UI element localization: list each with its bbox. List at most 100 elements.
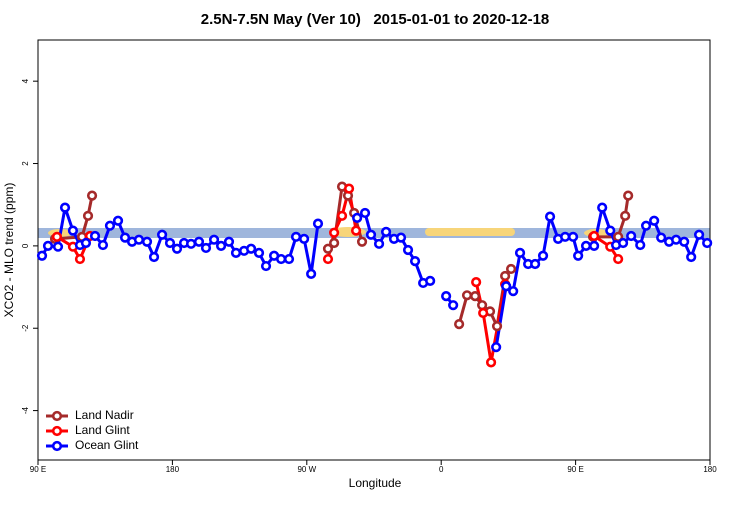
point bbox=[86, 190, 98, 201]
point bbox=[82, 210, 94, 221]
y-tick-label: 4 bbox=[21, 78, 30, 83]
point bbox=[573, 250, 584, 261]
point bbox=[42, 240, 54, 251]
point bbox=[52, 241, 64, 252]
point bbox=[119, 232, 131, 243]
point bbox=[491, 321, 503, 332]
point bbox=[193, 236, 205, 247]
point bbox=[380, 226, 392, 237]
point bbox=[478, 307, 489, 319]
point bbox=[635, 239, 646, 251]
point bbox=[626, 230, 637, 242]
legend-swatch-marker bbox=[51, 440, 63, 452]
y-axis-label: XCO2 - MLO trend (ppm) bbox=[2, 183, 16, 318]
point bbox=[508, 286, 519, 297]
point bbox=[329, 237, 340, 249]
x-tick-label: 90 W bbox=[297, 465, 316, 474]
legend-label: Land Nadir bbox=[75, 408, 134, 422]
point bbox=[36, 250, 48, 261]
point bbox=[359, 207, 371, 219]
x-axis-label: Longitude bbox=[349, 476, 402, 490]
point bbox=[501, 281, 512, 292]
point bbox=[59, 202, 71, 213]
point bbox=[156, 229, 168, 240]
point bbox=[208, 234, 220, 245]
point bbox=[51, 231, 63, 242]
point bbox=[67, 225, 79, 236]
point bbox=[580, 240, 592, 251]
point bbox=[441, 291, 452, 302]
point bbox=[306, 268, 317, 279]
point bbox=[620, 210, 631, 221]
point bbox=[223, 236, 235, 247]
point bbox=[613, 253, 624, 265]
point bbox=[597, 202, 608, 213]
point bbox=[171, 243, 183, 254]
point bbox=[544, 211, 556, 222]
point bbox=[679, 236, 690, 247]
point bbox=[530, 258, 541, 270]
point bbox=[80, 237, 92, 249]
point bbox=[409, 256, 421, 267]
point bbox=[623, 190, 634, 201]
y-tick-label: 0 bbox=[21, 243, 30, 248]
point bbox=[395, 232, 407, 243]
point bbox=[148, 251, 160, 263]
point bbox=[253, 247, 265, 258]
point bbox=[477, 300, 488, 311]
point bbox=[290, 231, 302, 242]
point bbox=[200, 242, 212, 254]
point bbox=[141, 236, 153, 247]
point bbox=[352, 212, 363, 223]
point bbox=[560, 231, 571, 242]
point bbox=[133, 234, 145, 245]
point bbox=[112, 215, 124, 226]
point bbox=[425, 275, 436, 286]
point bbox=[448, 300, 459, 311]
y-tick-label: -4 bbox=[21, 406, 30, 414]
point bbox=[485, 357, 497, 368]
legend-swatch-marker bbox=[51, 410, 63, 422]
x-tick-label: 0 bbox=[439, 465, 444, 474]
point bbox=[283, 253, 295, 265]
y-tick-label: -2 bbox=[21, 324, 30, 332]
point bbox=[185, 238, 197, 249]
point bbox=[215, 240, 227, 251]
point bbox=[514, 247, 526, 258]
point bbox=[230, 247, 242, 258]
point bbox=[329, 227, 340, 238]
point bbox=[260, 260, 272, 272]
x-tick-label: 180 bbox=[166, 465, 180, 474]
point bbox=[693, 229, 705, 240]
point bbox=[276, 253, 287, 265]
point bbox=[469, 291, 481, 302]
point bbox=[589, 240, 600, 251]
point bbox=[402, 244, 414, 256]
point bbox=[500, 270, 511, 282]
y-tick-label: 2 bbox=[21, 161, 30, 166]
x-tick-label: 90 E bbox=[30, 465, 46, 474]
point bbox=[97, 239, 109, 251]
point bbox=[454, 319, 465, 330]
point bbox=[471, 277, 482, 288]
point bbox=[356, 236, 368, 247]
point bbox=[245, 243, 257, 254]
point bbox=[656, 232, 667, 243]
point bbox=[505, 263, 517, 275]
point bbox=[589, 230, 600, 242]
point bbox=[365, 229, 377, 240]
point bbox=[343, 183, 355, 194]
point bbox=[537, 250, 549, 261]
x-tick-label: 90 E bbox=[567, 465, 583, 474]
legend-swatch-marker bbox=[51, 425, 63, 437]
point bbox=[649, 215, 660, 226]
point bbox=[605, 225, 616, 236]
point bbox=[104, 220, 116, 231]
chart-title: 2.5N-7.5N May (Ver 10) 2015-01-01 to 202… bbox=[201, 11, 550, 28]
point bbox=[617, 237, 629, 249]
point bbox=[671, 234, 682, 245]
point bbox=[336, 210, 348, 221]
legend-label: Ocean Glint bbox=[75, 438, 139, 452]
